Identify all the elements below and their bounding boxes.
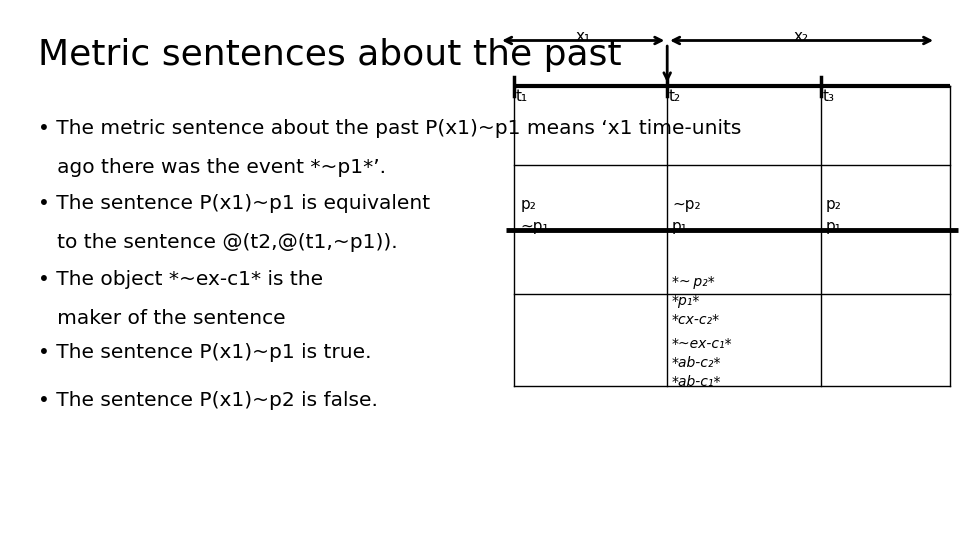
Text: *p₁*: *p₁* xyxy=(672,294,701,308)
Text: ~p₂: ~p₂ xyxy=(672,197,701,212)
Text: maker of the sentence: maker of the sentence xyxy=(38,309,286,328)
Text: *ab-c₂*: *ab-c₂* xyxy=(672,356,722,370)
Text: p₂: p₂ xyxy=(826,197,842,212)
Text: ago there was the event *~p1*’.: ago there was the event *~p1*’. xyxy=(38,158,386,177)
Text: ~p₁: ~p₁ xyxy=(520,219,549,234)
Text: *~ex-c₁*: *~ex-c₁* xyxy=(672,338,732,352)
Text: x₂: x₂ xyxy=(794,29,809,44)
Text: t₂: t₂ xyxy=(669,89,682,104)
Text: x₁: x₁ xyxy=(576,29,590,44)
Text: • The sentence P(x1)~p1 is equivalent: • The sentence P(x1)~p1 is equivalent xyxy=(38,194,430,213)
Text: p₂: p₂ xyxy=(520,197,537,212)
Text: *~ p₂*: *~ p₂* xyxy=(672,275,715,289)
Text: • The sentence P(x1)~p1 is true.: • The sentence P(x1)~p1 is true. xyxy=(38,343,372,362)
Text: *ab-c₁*: *ab-c₁* xyxy=(672,375,722,389)
Text: • The sentence P(x1)~p2 is false.: • The sentence P(x1)~p2 is false. xyxy=(38,392,378,410)
Text: t₁: t₁ xyxy=(516,89,528,104)
Text: • The object *~ex-c1* is the: • The object *~ex-c1* is the xyxy=(38,270,324,289)
Text: p₁: p₁ xyxy=(672,219,688,234)
Text: *cx-c₂*: *cx-c₂* xyxy=(672,313,720,327)
Text: Metric sentences about the past: Metric sentences about the past xyxy=(38,38,622,72)
Text: p₁: p₁ xyxy=(826,219,842,234)
Text: to the sentence @(t2,@(t1,~p1)).: to the sentence @(t2,@(t1,~p1)). xyxy=(38,233,398,252)
Text: • The metric sentence about the past P(x1)~p1 means ‘x1 time-units: • The metric sentence about the past P(x… xyxy=(38,119,742,138)
Text: t₃: t₃ xyxy=(823,89,835,104)
